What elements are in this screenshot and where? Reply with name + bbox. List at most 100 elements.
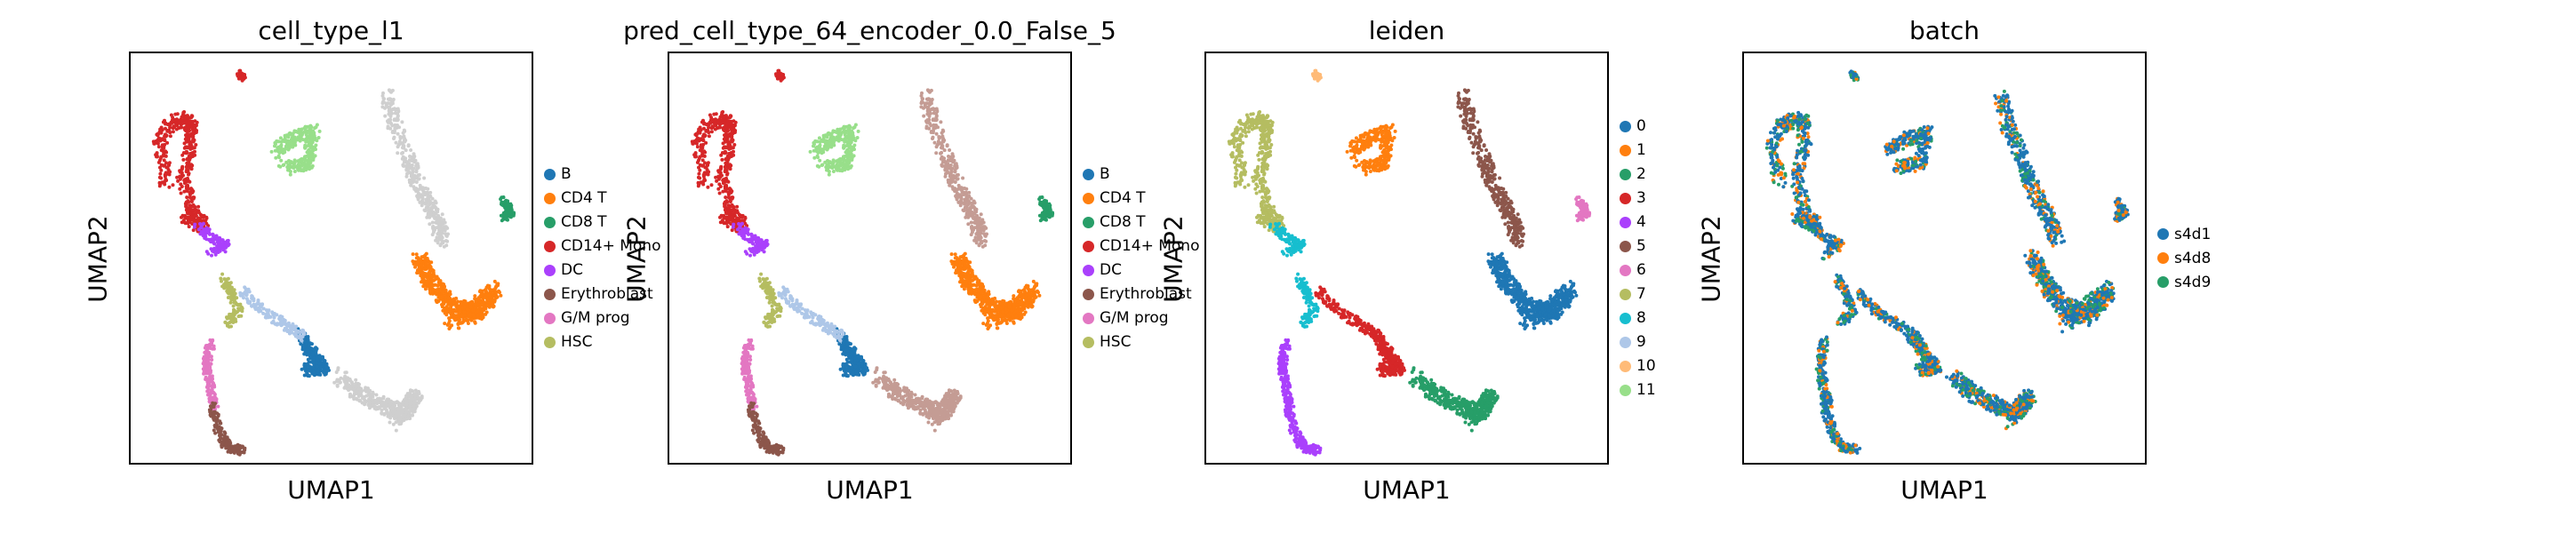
cell-point	[211, 233, 215, 237]
cell-point	[716, 174, 721, 179]
legend-item: CD14+ Mono	[544, 235, 660, 259]
cell-point	[178, 119, 181, 123]
cell-point	[489, 288, 493, 292]
cell-point	[188, 141, 193, 145]
cell-point	[208, 346, 212, 350]
cell-point	[207, 384, 212, 388]
cell-point	[722, 127, 726, 131]
cell-point	[394, 140, 398, 145]
cluster-hsc	[757, 272, 783, 329]
cell-point	[388, 420, 392, 425]
cell-point	[246, 287, 251, 291]
cell-point	[722, 202, 726, 206]
cell-point	[774, 445, 779, 449]
cell-point	[381, 396, 386, 401]
cell-point	[748, 240, 753, 244]
cell-point	[420, 394, 424, 399]
cell-point	[953, 163, 957, 167]
cell-point	[277, 155, 281, 160]
cell-point	[427, 271, 431, 275]
cell-point	[188, 133, 192, 138]
cell-point	[228, 316, 233, 321]
cell-point	[159, 176, 164, 180]
cell-point	[486, 292, 491, 297]
cell-point	[709, 183, 714, 187]
cell-point	[309, 132, 314, 137]
cell-point	[178, 187, 182, 191]
cell-point	[298, 165, 302, 170]
cell-point	[235, 296, 239, 300]
cell-point	[474, 311, 478, 315]
cell-point	[405, 162, 410, 166]
cell-point	[444, 243, 449, 248]
cell-point	[389, 102, 393, 107]
legend-item: Erythroblast	[544, 282, 660, 306]
cell-point	[779, 450, 783, 454]
cell-point	[435, 291, 438, 296]
cell-point	[240, 306, 244, 311]
cell-point	[212, 402, 216, 407]
cell-point	[317, 355, 322, 360]
cell-point	[755, 412, 759, 417]
cell-point	[444, 239, 448, 243]
cell-point	[479, 303, 484, 307]
cell-point	[390, 111, 394, 115]
cell-point	[210, 240, 214, 244]
cell-point	[180, 220, 184, 225]
cell-point	[427, 208, 431, 212]
legend-marker	[544, 288, 556, 300]
cell-point	[741, 233, 746, 237]
cell-point	[758, 279, 762, 283]
cell-point	[771, 450, 775, 455]
cell-point	[447, 292, 452, 297]
cell-point	[731, 146, 735, 150]
cell-point	[164, 134, 168, 139]
cell-point	[756, 238, 761, 243]
cell-point	[714, 175, 718, 179]
cell-point	[718, 215, 722, 219]
cell-point	[504, 211, 508, 216]
cell-point	[380, 105, 385, 109]
cell-point	[393, 111, 397, 115]
cell-point	[452, 316, 456, 321]
cell-point	[693, 155, 697, 159]
cell-point	[357, 389, 362, 394]
cell-point	[363, 394, 367, 399]
cell-point	[425, 281, 429, 285]
cell-point	[162, 146, 166, 150]
cell-point	[401, 131, 405, 135]
cell-point	[709, 130, 714, 134]
cell-point	[844, 163, 847, 167]
cell-point	[381, 99, 385, 104]
cell-point	[453, 308, 458, 313]
cell-point	[706, 129, 710, 133]
cell-point	[758, 445, 763, 449]
cell-point	[188, 152, 193, 155]
cell-point	[509, 203, 514, 208]
cell-point	[429, 201, 434, 205]
cell-point	[343, 370, 348, 375]
cell-point	[770, 447, 774, 451]
cell-point	[389, 90, 393, 94]
cell-point	[428, 287, 432, 291]
cell-point	[709, 115, 714, 120]
cell-point	[716, 187, 721, 191]
cell-point	[700, 154, 705, 158]
cell-point	[726, 133, 731, 138]
cell-point	[430, 274, 435, 279]
cell-point	[397, 125, 401, 130]
cell-point	[767, 316, 772, 321]
cell-point	[203, 371, 207, 376]
cell-point	[492, 299, 497, 304]
cell-point	[209, 354, 213, 359]
cell-point	[423, 253, 428, 258]
cell-point	[444, 295, 448, 299]
cell-point	[357, 382, 362, 386]
cell-point	[400, 120, 404, 124]
cell-point	[441, 290, 445, 295]
cell-point	[844, 154, 848, 158]
cell-point	[190, 121, 195, 125]
cell-point	[713, 117, 717, 122]
cell-point	[205, 366, 210, 370]
cell-point	[261, 306, 266, 311]
